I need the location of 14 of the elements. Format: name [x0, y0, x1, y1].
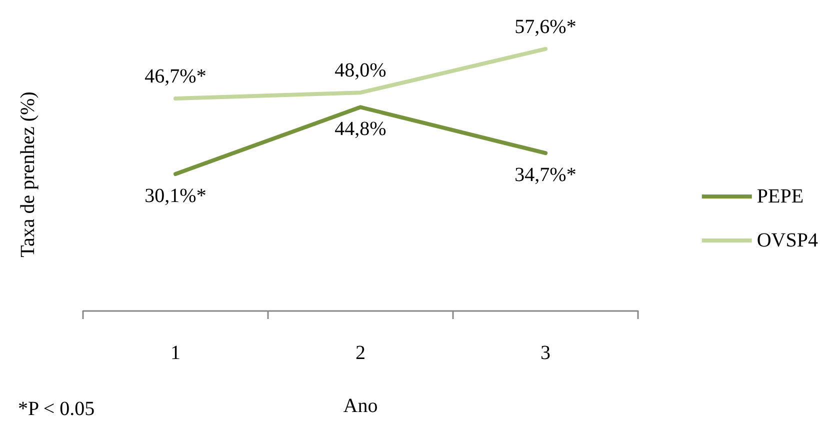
text: *P < 0.05	[18, 398, 95, 420]
x-tick-label: 2	[356, 342, 366, 364]
data-label: 48,0%	[334, 60, 386, 82]
x-tick-label: 3	[540, 342, 550, 364]
data-label: 46,7%*	[144, 66, 206, 88]
y-axis-title: Taxa de prenhez (%)	[17, 92, 39, 258]
x-axis-title: Ano	[343, 395, 378, 417]
x-tick-label: 1	[170, 342, 180, 364]
legend-label: PEPE	[756, 186, 804, 208]
data-label: 34,7%*	[514, 164, 576, 186]
legend-label: OVSP4	[756, 230, 818, 252]
data-label: 30,1%*	[144, 185, 206, 208]
data-label: 44,8%	[334, 118, 386, 140]
data-label: 57,6%*	[514, 16, 576, 38]
